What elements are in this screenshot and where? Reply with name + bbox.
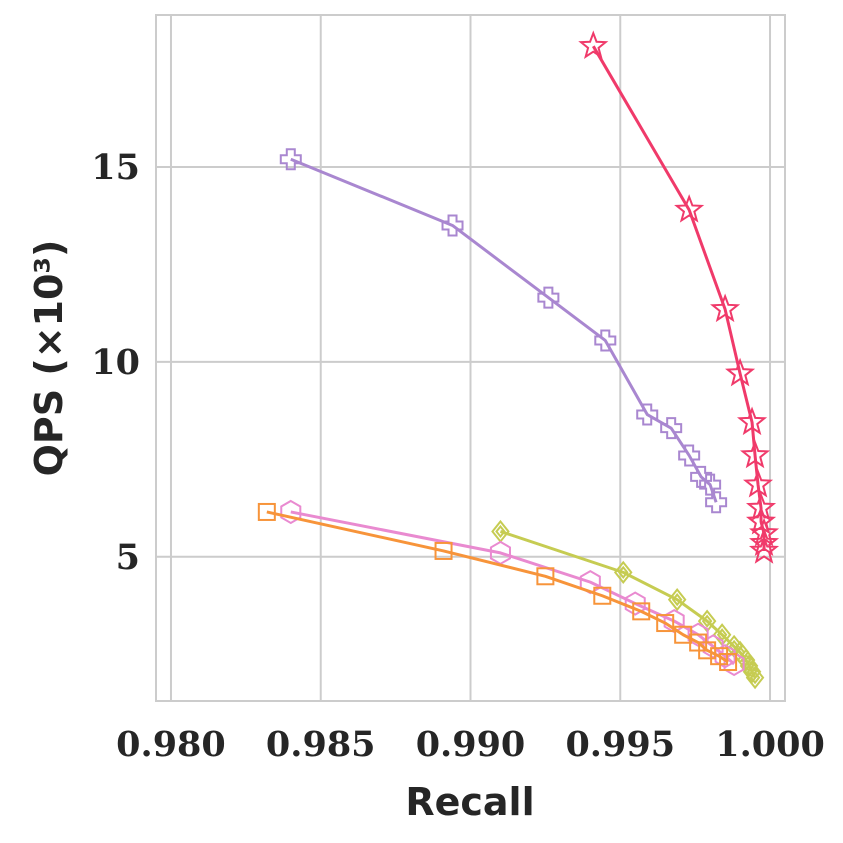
square-marker [632,602,651,621]
square-marker [434,541,453,560]
hexagon-marker [624,591,646,616]
y-axis-label: QPS (×10³) [27,240,71,477]
diamond-marker [742,660,762,684]
square-marker [698,641,717,660]
series-2 [279,148,728,514]
hexagon-marker [280,499,302,525]
x-tick-label: 0.990 [416,724,526,765]
y-tick-label: 10 [91,342,140,383]
series-1 [578,30,780,564]
star-marker [739,439,771,469]
y-tick-labels: 5 10 15 [91,147,140,578]
y-tick-label: 15 [91,147,140,188]
x-axis-label: Recall [405,780,534,824]
diamond-marker [745,666,765,690]
plus-marker [279,148,302,171]
x-tick-label: 1.000 [715,724,825,765]
x-tick-label: 0.995 [565,724,675,765]
series-line [592,45,766,551]
y-tick-label: 5 [116,537,140,578]
star-marker [578,30,609,59]
x-tick-label: 0.985 [266,724,376,765]
x-tick-label: 0.980 [116,724,226,765]
diamond-marker [667,588,687,612]
square-marker [593,586,612,605]
diamond-marker-inner [749,671,761,685]
diamond-marker-inner [617,565,629,579]
square-marker [257,502,276,521]
star-marker [674,194,705,223]
star-marker [742,468,774,498]
series-layer [257,30,780,690]
plus-marker [636,403,659,426]
star-marker [748,535,780,564]
plus-marker [699,473,722,496]
diamond-marker [613,560,633,584]
plus-marker [690,465,713,488]
star-marker [725,357,756,387]
square-marker [536,567,555,586]
square-marker [656,614,675,633]
star-marker [710,293,741,323]
square-marker [719,653,738,672]
star-marker [745,492,777,521]
series-5 [257,502,738,672]
plus-marker [705,491,728,514]
plus-marker [441,214,464,237]
diamond-marker-inner [495,524,506,539]
diamond-marker-inner [701,614,713,628]
star-marker [748,527,780,556]
x-tick-labels: 0.980 0.985 0.990 0.995 1.000 [116,724,825,765]
plus-marker [594,329,617,352]
star-marker [737,406,768,436]
plus-marker [537,286,560,309]
diamond-marker-inner [671,593,683,607]
plus-marker [678,444,701,467]
plus-marker [660,417,683,440]
